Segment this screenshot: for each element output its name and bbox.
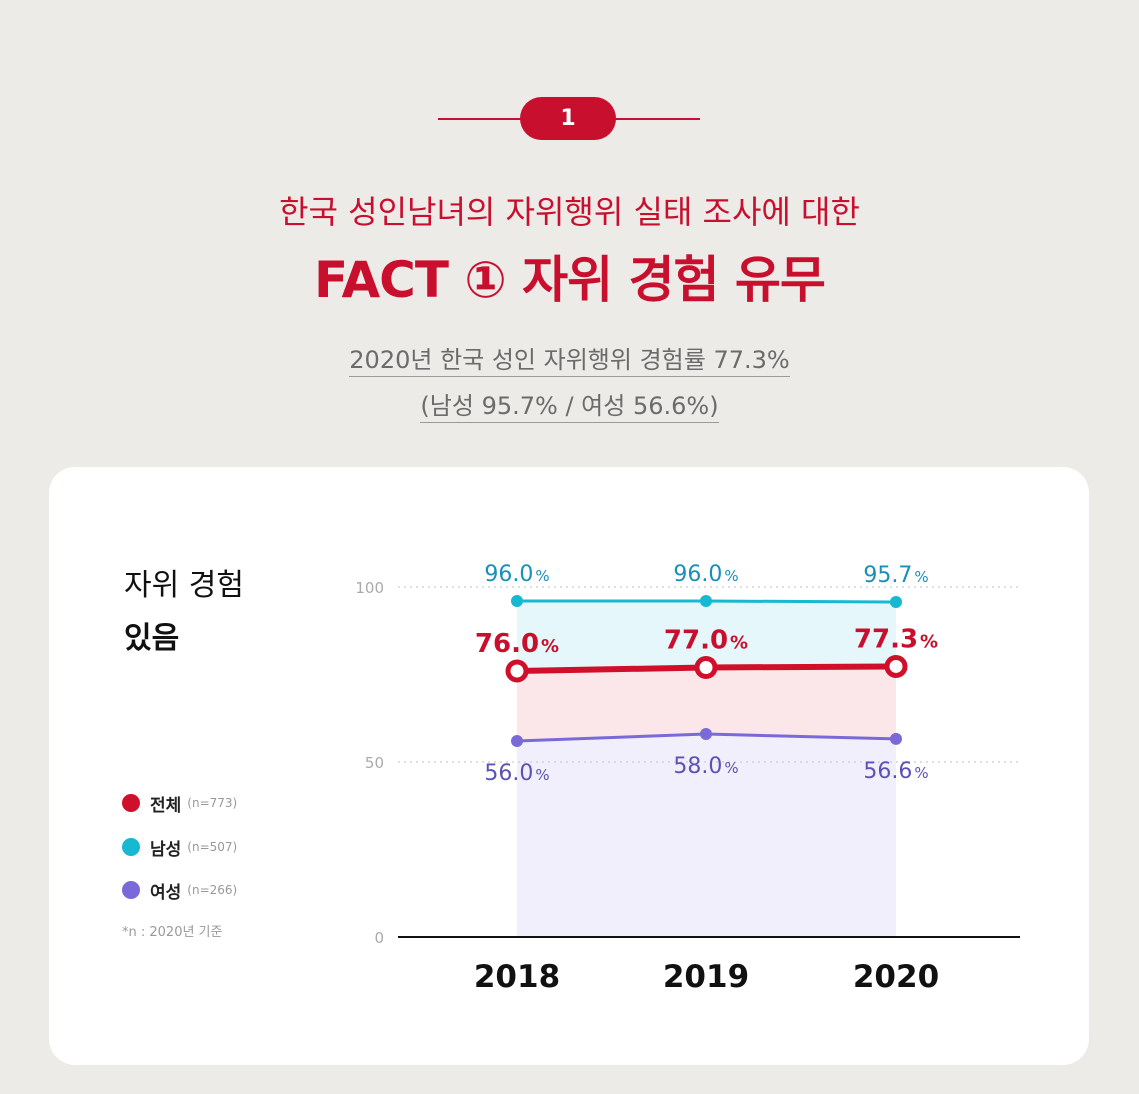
data-label-female-2018: 56.0% xyxy=(484,761,549,786)
legend-n-female: (n=266) xyxy=(187,883,238,897)
y-tick-label-0: 0 xyxy=(374,929,384,947)
x-tick-label-2018: 2018 xyxy=(474,959,560,995)
summary-text-1: 2020년 한국 성인 자위행위 경험률 77.3% xyxy=(349,346,790,377)
chart-heading-line1: 자위 경험 xyxy=(124,568,244,603)
y-tick-label-50: 50 xyxy=(365,754,384,772)
band-female xyxy=(517,734,896,937)
legend-label-female: 여성 xyxy=(150,882,182,903)
point-female-2019 xyxy=(700,728,712,740)
summary-line-2: (남성 95.7% / 여성 56.6%) xyxy=(0,386,1139,423)
y-tick-label-100: 100 xyxy=(355,579,384,597)
point-male-2019 xyxy=(700,595,712,607)
headline: 한국 성인남녀의 자위행위 실태 조사에 대한 xyxy=(279,193,860,231)
legend-label-total: 전체 xyxy=(150,795,182,816)
x-tick-label-2019: 2019 xyxy=(663,959,749,995)
point-male-2020 xyxy=(890,596,902,609)
point-total-2020 xyxy=(884,654,908,678)
x-tick-label-2020: 2020 xyxy=(853,959,939,995)
legend-dot-male xyxy=(122,838,140,856)
legend-item-male: 남성 (n=507) xyxy=(122,836,238,860)
point-total-2019 xyxy=(694,656,718,679)
point-male-2018 xyxy=(511,595,523,607)
sample-note: *n : 2020년 기준 xyxy=(122,925,223,940)
band-male xyxy=(517,601,896,671)
legend-label-male: 남성 xyxy=(150,839,182,860)
summary-text-2: (남성 95.7% / 여성 56.6%) xyxy=(420,392,719,423)
legend-dot-total xyxy=(122,794,140,812)
chart-heading-line2: 있음 xyxy=(124,621,180,656)
data-label-total-2020: 77.3% xyxy=(854,624,938,654)
legend-n-male: (n=507) xyxy=(187,840,238,854)
data-label-female-2020: 56.6% xyxy=(863,759,928,784)
fact-number-badge: 1 xyxy=(520,97,616,140)
legend-n-total: (n=773) xyxy=(187,796,238,810)
band-total xyxy=(517,666,896,741)
point-female-2020 xyxy=(890,732,902,745)
badge-line-right xyxy=(614,118,700,120)
summary-line-1: 2020년 한국 성인 자위행위 경험률 77.3% xyxy=(0,340,1139,377)
badge-line-left xyxy=(438,118,522,120)
point-total-2018 xyxy=(505,659,529,683)
page-title: FACT ① 자위 경험 유무 xyxy=(314,251,826,309)
legend-item-total: 전체 (n=773) xyxy=(122,792,238,816)
data-label-male-2019: 96.0% xyxy=(673,562,738,587)
data-label-female-2019: 58.0% xyxy=(673,754,738,779)
legend-dot-female xyxy=(122,881,140,899)
legend-item-female: 여성 (n=266) xyxy=(122,879,238,903)
data-label-male-2020: 95.7% xyxy=(863,563,928,588)
point-female-2018 xyxy=(511,735,523,747)
data-label-male-2018: 96.0% xyxy=(484,562,549,587)
